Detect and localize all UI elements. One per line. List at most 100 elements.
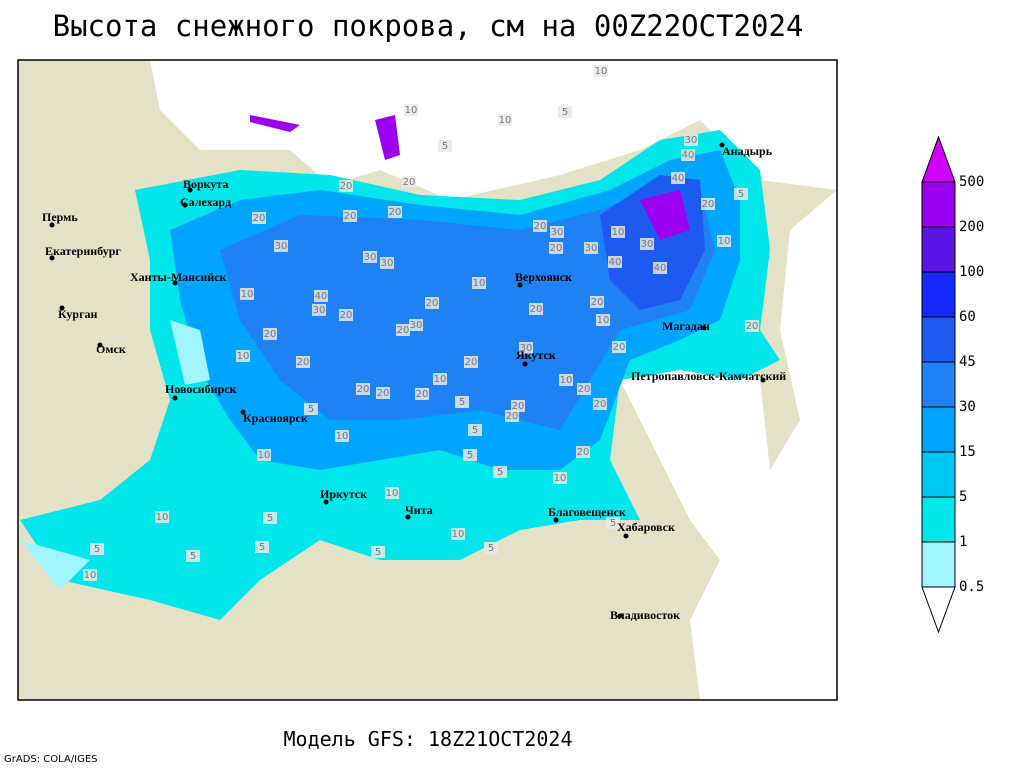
city-label: Иркутск (320, 487, 367, 501)
contour-label: 10 (452, 529, 465, 540)
contour-label: 40 (315, 291, 328, 302)
contour-label-box (296, 356, 310, 368)
city-dot (182, 202, 188, 208)
contour-label: 20 (613, 342, 626, 353)
contour-label: 5 (308, 404, 314, 415)
city-dot (701, 325, 707, 331)
contour-label: 20 (297, 357, 310, 368)
city-label: Якутск (516, 348, 556, 362)
contour-label-box (734, 188, 748, 200)
contour-label: 20 (426, 298, 439, 309)
contour-label: 5 (738, 189, 744, 200)
city-dot (405, 514, 411, 520)
contour-label-box (717, 235, 731, 247)
contour-label: 5 (259, 542, 265, 553)
colorbar-label: 45 (959, 354, 976, 370)
contour-label: 20 (357, 384, 370, 395)
contour-label-box (388, 206, 402, 218)
contour-label-box (425, 297, 439, 309)
contour-label: 30 (364, 252, 377, 263)
contour-label-box (274, 240, 288, 252)
contour-label-box (577, 383, 591, 395)
colorbar-label: 1 (959, 534, 967, 550)
city-label: Анадырь (722, 144, 773, 158)
contour-label: 10 (84, 570, 97, 581)
contour-label-box (314, 290, 328, 302)
contour-label: 20 (746, 321, 759, 332)
contour-label-box (363, 251, 377, 263)
contour-label-box (263, 512, 277, 524)
city-dot (617, 613, 623, 619)
city-label: Екатеринбург (45, 244, 121, 258)
contour-label-box (559, 374, 573, 386)
contour-label-box (608, 256, 622, 268)
contour-label-box (186, 550, 200, 562)
contour-label: 10 (554, 473, 567, 484)
contour-label: 30 (381, 258, 394, 269)
contour-label: 10 (718, 236, 731, 247)
contour-label-box (438, 140, 452, 152)
contour-label-box (343, 210, 357, 222)
city-dot (59, 305, 65, 311)
contour-label-box (498, 114, 512, 126)
contour-label: 20 (578, 384, 591, 395)
contour-label: 5 (467, 450, 473, 461)
contour-label: 20 (340, 181, 353, 192)
contour-label-box (252, 212, 266, 224)
city-label: Владивосток (610, 608, 680, 622)
city-label: Петропавловск-Камчатский (631, 369, 786, 383)
contour-label: 20 (340, 310, 353, 321)
contour-label-box (640, 238, 654, 250)
colorbar-segment (921, 451, 956, 498)
contour-label-box (533, 220, 547, 232)
contour-label-box (263, 328, 277, 340)
contour-label-box (653, 262, 667, 274)
snow-light (20, 320, 210, 590)
contour-label: 10 (386, 488, 399, 499)
contour-label-box (339, 180, 353, 192)
contour-label-box (83, 569, 97, 581)
colorbar-label: 500 (959, 174, 984, 190)
contour-label-box (371, 546, 385, 558)
contour-label-box (415, 388, 429, 400)
contour-label: 20 (389, 207, 402, 218)
colorbar-label: 200 (959, 219, 984, 235)
colorbar-label: 60 (959, 309, 976, 325)
contour-label-box (549, 242, 563, 254)
contour-label-box (236, 350, 250, 362)
contour-label-box (529, 303, 543, 315)
city-dot (187, 187, 193, 193)
contour-label-box (451, 528, 465, 540)
contour-label: 10 (499, 115, 512, 126)
contour-label: 20 (550, 243, 563, 254)
colorbar-label: 0.5 (959, 579, 984, 595)
contour-label: 20 (506, 411, 519, 422)
contour-label-box (464, 356, 478, 368)
contour-label: 10 (612, 227, 625, 238)
contour-label-box (380, 257, 394, 269)
contour-label-box (396, 324, 410, 336)
city-dot (517, 282, 523, 288)
contour-label-box (671, 172, 685, 184)
contour-label-box (339, 309, 353, 321)
contour-label-box (433, 373, 447, 385)
contour-label: 40 (609, 257, 622, 268)
contour-label-box (376, 387, 390, 399)
arctic-sea (150, 60, 837, 200)
contour-label-box (550, 226, 564, 238)
map-frame (17, 59, 838, 701)
contour-label: 20 (702, 199, 715, 210)
city-label: Верхоянск (515, 270, 572, 284)
colorbar-label: 100 (959, 264, 984, 280)
contour-label: 20 (512, 401, 525, 412)
contour-label: 40 (682, 150, 695, 161)
contour-label: 30 (313, 305, 326, 316)
contour-label-box (402, 176, 416, 188)
city-label: Хабаровск (617, 520, 675, 534)
city-dot (553, 517, 559, 523)
contour-label-box (90, 543, 104, 555)
pacific-sea (610, 190, 837, 700)
contour-label-box (576, 446, 590, 458)
city-label: Магадан (662, 319, 710, 333)
